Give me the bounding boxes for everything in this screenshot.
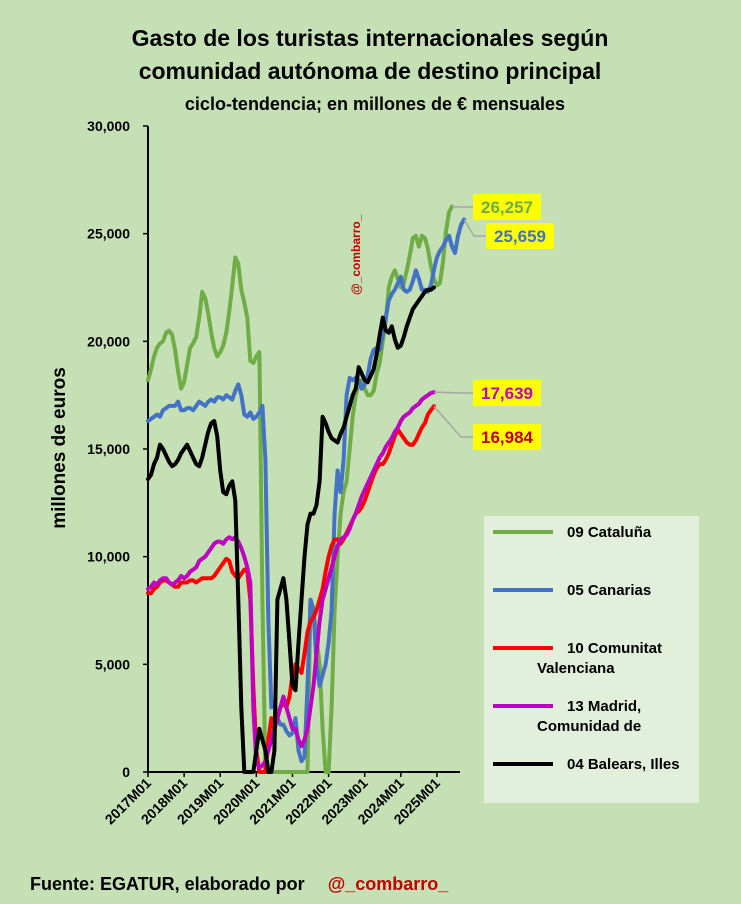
value-label-leader	[463, 219, 486, 237]
y-tick-label: 25,000	[87, 226, 130, 242]
legend-label-0: 09 Cataluña	[567, 524, 652, 541]
source-handle: @_combarro_	[328, 874, 450, 894]
legend-label-2-cont: Valenciana	[537, 660, 615, 677]
legend: 09 Cataluña 05 Canarias 10 Comunitat Valenc…	[493, 524, 680, 773]
chart-title: Gasto de los turistas internacionales se…	[132, 25, 609, 51]
series-line-4	[146, 285, 436, 774]
legend-box	[484, 516, 699, 803]
value-labels: 26,257 25,659 17,639 16,984	[433, 194, 554, 450]
value-label-1: 25,659	[494, 227, 546, 246]
value-label-leader	[433, 405, 473, 438]
legend-label-3-cont: Comunidad de	[537, 718, 641, 735]
value-label-2: 16,984	[481, 428, 534, 447]
y-tick-label: 5,000	[95, 656, 130, 672]
series-line-1	[146, 217, 466, 764]
chart-title-line2: comunidad autónoma de destino principal	[139, 58, 602, 84]
value-label-box	[473, 424, 541, 450]
legend-label-3: 13 Madrid,	[567, 698, 641, 715]
source-text: Fuente: EGATUR, elaborado por @_combarro…	[30, 874, 449, 894]
series-group	[146, 204, 466, 774]
y-tick-label: 10,000	[87, 549, 130, 565]
value-label-0: 26,257	[481, 198, 533, 217]
chart-subtitle: ciclo-tendencia; en millones de € mensua…	[185, 94, 565, 114]
series-line-3	[146, 390, 436, 770]
value-label-3: 17,639	[481, 384, 533, 403]
y-axis-label: millones de euros	[49, 367, 70, 529]
y-tick-label: 0	[122, 764, 130, 780]
value-label-box	[486, 223, 554, 249]
source-prefix: Fuente: EGATUR, elaborado por	[30, 874, 305, 894]
legend-label-4: 04 Balears, Illes	[567, 756, 680, 773]
legend-label-1: 05 Canarias	[567, 582, 651, 599]
legend-label-2: 10 Comunitat	[567, 640, 662, 657]
y-tick-label: 20,000	[87, 333, 130, 349]
value-label-leader	[433, 391, 473, 394]
y-tick-label: 15,000	[87, 441, 130, 457]
watermark: @_combarro_	[349, 214, 363, 295]
value-label-box	[473, 194, 541, 220]
y-tick-label: 30,000	[87, 118, 130, 134]
value-label-box	[473, 380, 541, 406]
